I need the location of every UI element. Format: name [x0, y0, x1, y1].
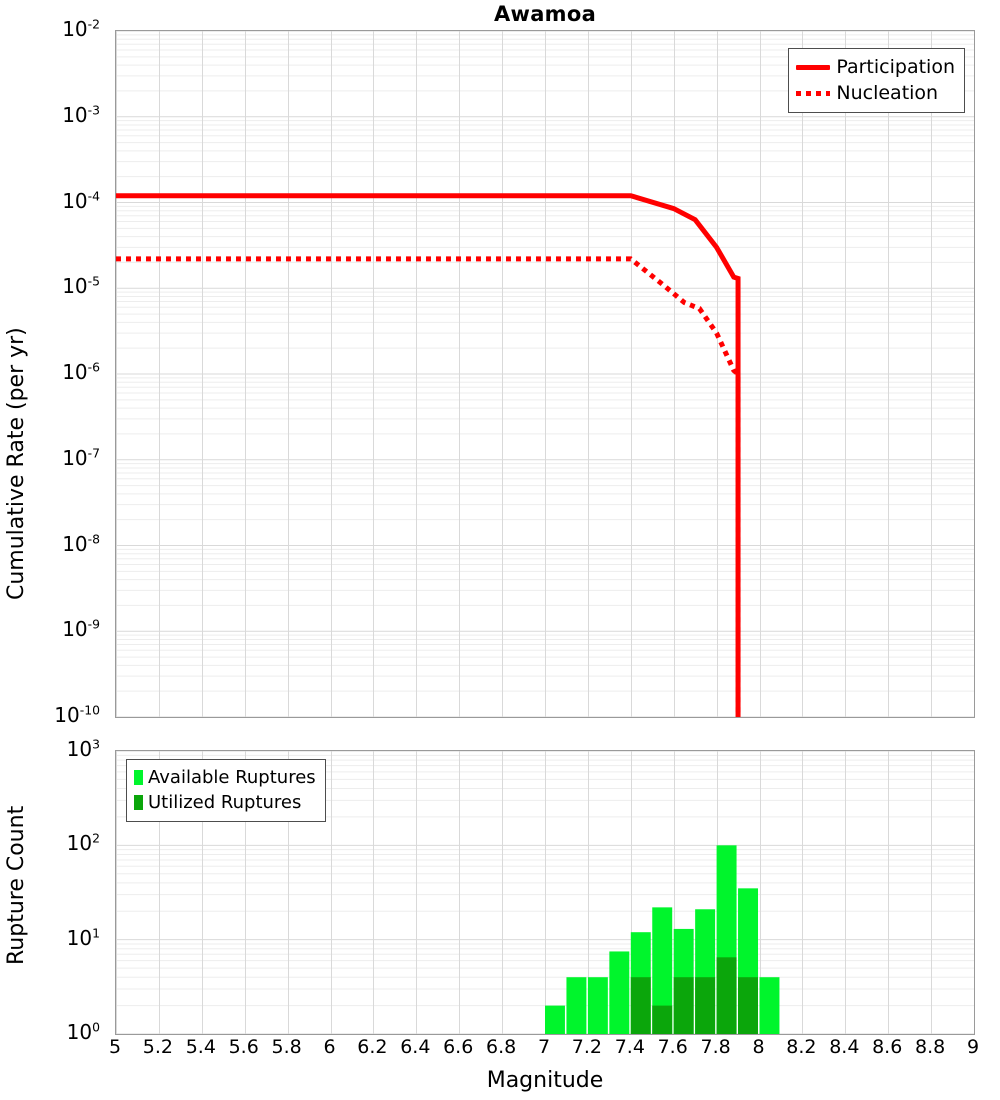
page-title: Awamoa [115, 2, 975, 26]
legend-label-nucleation: Nucleation [836, 84, 938, 103]
available-ruptures-swatch-icon [134, 770, 143, 785]
y-tick-label: 10-8 [62, 534, 100, 554]
x-tick-label: 7.4 [615, 1038, 645, 1057]
x-tick-label: 5.8 [271, 1038, 301, 1057]
legend-item-available-ruptures[interactable]: Available Ruptures [134, 765, 316, 790]
y-tick-label: 100 [67, 1022, 100, 1042]
x-tick-label: 8 [752, 1038, 764, 1057]
x-tick-label: 8.4 [829, 1038, 859, 1057]
y-tick-label: 10-9 [62, 619, 100, 639]
y-tick-label: 102 [67, 833, 100, 853]
series-participation [116, 196, 738, 717]
legend-label-available-ruptures: Available Ruptures [148, 769, 316, 787]
x-tick-label: 6 [323, 1038, 335, 1057]
bar-utilized [631, 977, 651, 1034]
x-tick-label: 7.2 [572, 1038, 602, 1057]
y-tick-label: 10-10 [54, 705, 100, 725]
figure-root: Awamoa Participation Nucleation 10-2 10-3… [0, 0, 1000, 1100]
y-tick-label: 10-2 [62, 19, 100, 39]
x-tick-label: 8.8 [915, 1038, 945, 1057]
legend-item-utilized-ruptures[interactable]: Utilized Ruptures [134, 790, 316, 815]
x-tick-label: 5.4 [186, 1038, 216, 1057]
x-tick-label: 6.2 [357, 1038, 387, 1057]
legend-curves[interactable]: Participation Nucleation [788, 48, 965, 113]
x-tick-label: 6.8 [486, 1038, 516, 1057]
x-tick-label: 7.6 [658, 1038, 688, 1057]
utilized-ruptures-swatch-icon [134, 795, 143, 810]
top-curves [116, 31, 974, 717]
bar-utilized [652, 1006, 672, 1034]
x-tick-labels: 55.25.45.65.866.26.46.66.877.27.47.67.88… [115, 1038, 975, 1064]
x-tick-label: 9 [967, 1038, 979, 1057]
x-tick-label: 6.6 [443, 1038, 473, 1057]
x-tick-label: 7.8 [700, 1038, 730, 1057]
bar-available [609, 951, 629, 1034]
y-tick-label: 10-4 [62, 191, 100, 211]
y-tick-label: 101 [67, 928, 100, 948]
legend-item-nucleation[interactable]: Nucleation [796, 80, 955, 106]
x-tick-label: 8.6 [872, 1038, 902, 1057]
series-nucleation [116, 259, 738, 717]
x-tick-label: 8.2 [786, 1038, 816, 1057]
y-tick-label: 10-5 [62, 276, 100, 296]
y-tick-label: 10-7 [62, 448, 100, 468]
bar-available [588, 977, 608, 1034]
y-tick-label: 103 [67, 739, 100, 759]
cumulative-rate-plot: Participation Nucleation [115, 30, 975, 718]
legend-label-participation: Participation [836, 58, 955, 77]
x-tick-label: 5 [109, 1038, 121, 1057]
bar-available [566, 977, 586, 1034]
bar-utilized [674, 977, 694, 1034]
x-axis-title: Magnitude [115, 1068, 975, 1093]
bar-utilized [695, 977, 715, 1034]
legend-label-utilized-ruptures: Utilized Ruptures [148, 794, 301, 812]
legend-item-participation[interactable]: Participation [796, 54, 955, 80]
x-tick-label: 6.4 [400, 1038, 430, 1057]
rupture-count-plot: Available Ruptures Utilized Ruptures [115, 750, 975, 1035]
bar-utilized [738, 977, 758, 1034]
top-y-axis-title: Cumulative Rate (per yr) [4, 327, 29, 600]
bar-available [760, 977, 780, 1034]
participation-line-icon [796, 59, 830, 75]
bar-available [545, 1006, 565, 1034]
x-tick-label: 5.2 [143, 1038, 173, 1057]
x-tick-label: 5.6 [229, 1038, 259, 1057]
x-tick-label: 7 [538, 1038, 550, 1057]
y-tick-label: 10-3 [62, 105, 100, 125]
bottom-y-axis-title: Rupture Count [4, 806, 29, 965]
bar-utilized [717, 957, 737, 1034]
nucleation-line-icon [796, 85, 830, 101]
legend-ruptures[interactable]: Available Ruptures Utilized Ruptures [126, 759, 326, 822]
y-tick-label: 10-6 [62, 362, 100, 382]
